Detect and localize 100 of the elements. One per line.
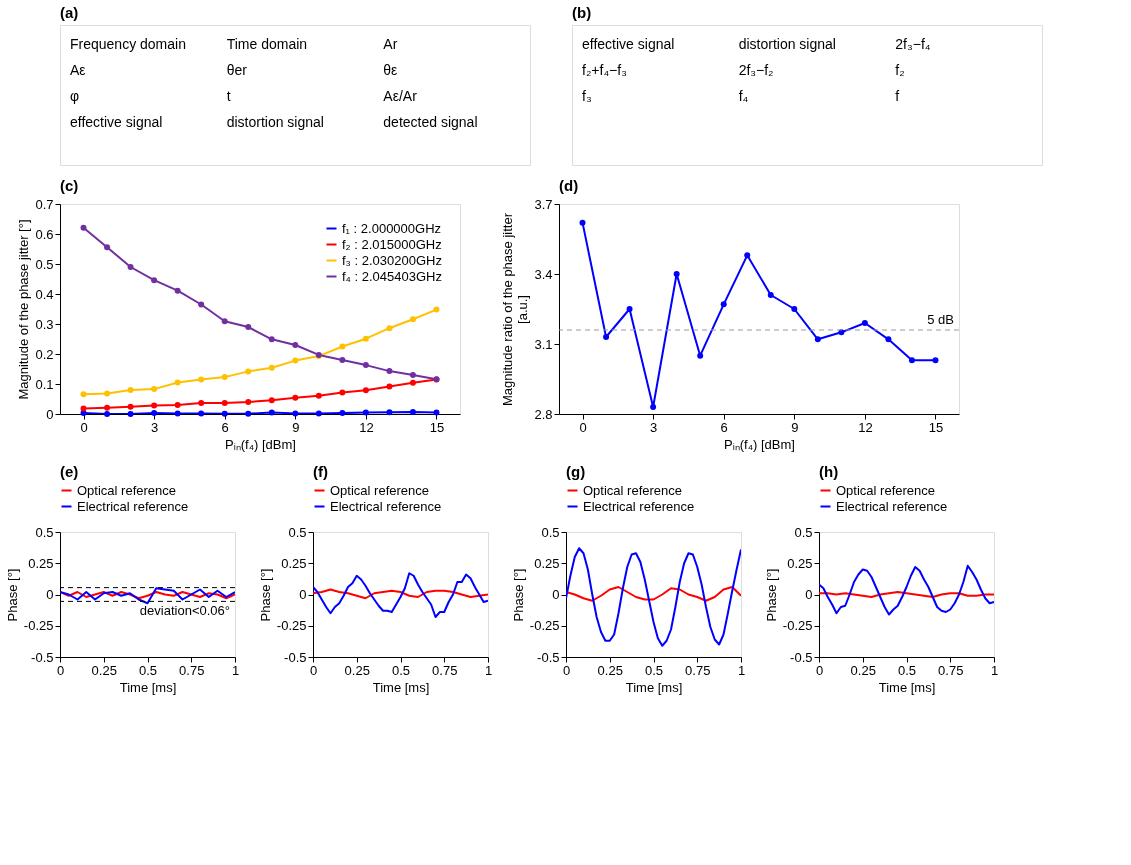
x-tick-label: 0.5 [138,662,158,678]
text: distortion signal [226,114,324,130]
y-tick-label: -0.5 [31,649,54,665]
point [104,411,111,417]
x-tick-label: 0 [309,662,318,678]
x-tick-label: 0.75 [938,662,964,678]
point [174,379,181,386]
chart-title: (d) [559,177,579,194]
point [433,409,440,416]
y-tick-label: -0.25 [782,618,813,634]
point [104,244,111,251]
point [245,410,252,417]
x-tick-label: 0 [56,662,65,678]
point [198,410,205,417]
line-series [819,564,994,616]
y-tick-label: 3.4 [534,266,553,282]
y-tick-label: 0 [46,587,54,602]
text: (a) [60,4,79,21]
y-axis-title: Phase [°] [257,568,273,622]
legend-label: f₄ : 2.045403GHz [342,268,442,284]
y-tick-label: 0 [46,406,54,422]
legend-label: f₂ : 2.015000GHz [342,236,442,252]
point [861,320,868,326]
point [127,387,134,393]
x-tick-label: 3 [151,419,159,435]
y-axis-title: Phase [°] [4,568,20,622]
x-tick-label: 0.75 [432,662,458,678]
point [245,324,252,330]
x-axis-title: Time [ms] [372,679,430,695]
x-axis-title: Time [ms] [878,679,936,695]
y-axis-title: Phase [°] [510,568,526,622]
x-tick-label: 0.5 [391,662,411,678]
point [386,409,393,416]
point [268,409,275,416]
text: f₂+f₄−f₃ [582,62,627,78]
text: effective signal [70,114,163,130]
legend-label: Optical reference [330,482,429,498]
text: t [226,88,231,104]
x-tick-label: 0 [80,419,88,435]
x-tick-label: 0.25 [91,662,117,678]
point [339,343,346,350]
point [767,292,774,298]
point [386,383,393,390]
y-tick-label: 3.7 [534,196,553,212]
y-tick-label: 0.1 [35,376,54,392]
y-tick-label: 0.3 [35,316,54,332]
text: distortion signal [738,36,836,52]
legend-label: Optical reference [77,482,176,498]
point [433,306,440,313]
line-series [313,572,488,618]
y-tick-label: -0.5 [284,649,307,665]
text: Aε [70,62,86,78]
legend-label: Optical reference [836,482,935,498]
point [579,219,586,226]
x-axis-title: Time [ms] [625,679,683,695]
point [245,368,252,375]
point [151,277,158,284]
y-tick-label: 0.6 [35,226,54,242]
text: Time domain [226,36,308,52]
x-tick-label: 0.75 [685,662,711,678]
point [151,410,158,417]
x-tick-label: 1 [231,662,240,678]
point [127,403,134,410]
y-tick-label: 0.7 [35,196,54,212]
y-tick-label: 0.4 [35,286,54,302]
point [292,342,299,348]
y-tick-label: 0.25 [534,555,560,571]
text: θε [383,62,398,78]
point [221,318,228,325]
point [268,397,275,404]
x-tick-label: 0.5 [644,662,664,678]
point [221,374,228,381]
point [151,386,158,393]
y-tick-label: -0.5 [537,649,560,665]
x-tick-label: 3 [650,419,658,435]
point [174,287,181,294]
legend-label: Electrical reference [583,498,695,514]
y-tick-label: 0 [299,587,307,602]
text: f₄ [738,88,749,104]
point [80,405,87,412]
line-series [566,547,741,647]
y-tick-label: 0.25 [28,555,54,571]
point [174,402,181,408]
point [198,301,205,308]
text: 2f₃−f₂ [738,62,774,78]
point [221,410,228,417]
point [603,334,610,340]
point [362,362,369,369]
y-tick-label: -0.25 [23,618,54,634]
text: effective signal [582,36,675,52]
y-tick-label: 0.5 [794,524,813,540]
y-tick-label: -0.25 [529,618,560,634]
point [315,410,322,417]
chart-title: (f) [313,463,328,480]
line-series [60,587,235,605]
legend-label: Optical reference [583,482,682,498]
x-tick-label: 12 [858,419,873,435]
point [885,336,892,343]
point [673,271,680,277]
point [697,352,704,359]
